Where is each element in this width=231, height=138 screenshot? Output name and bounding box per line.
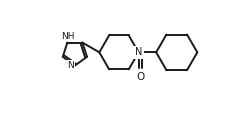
Text: O: O bbox=[136, 72, 145, 82]
Text: NH: NH bbox=[61, 32, 74, 41]
Text: N: N bbox=[67, 61, 74, 70]
Text: N: N bbox=[135, 47, 142, 57]
